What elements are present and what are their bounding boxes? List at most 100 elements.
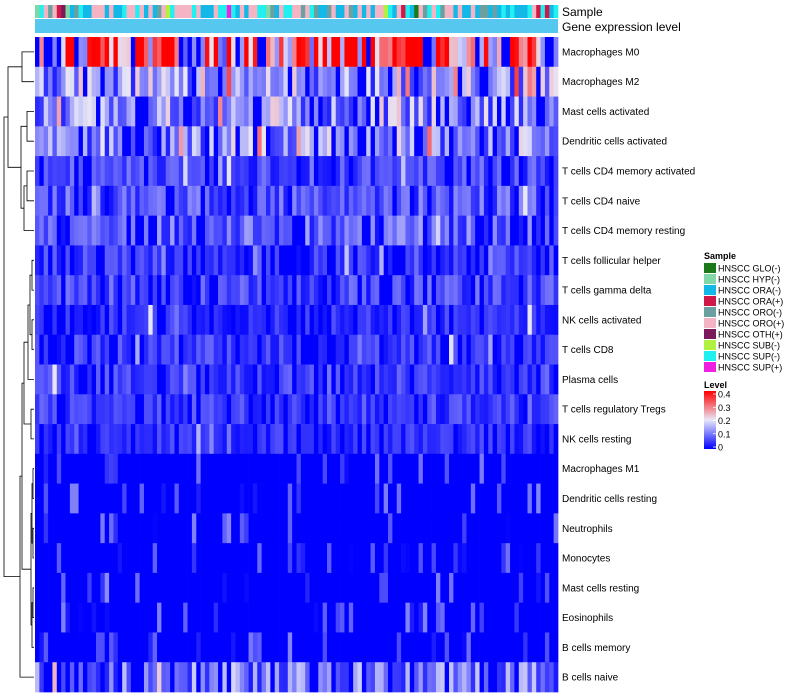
heatmap-cell xyxy=(501,513,507,544)
sample-annotation-cell xyxy=(505,5,511,18)
heatmap-cell xyxy=(96,334,101,365)
heatmap-cell xyxy=(74,662,79,693)
heatmap-cell xyxy=(265,185,271,216)
heatmap-cell xyxy=(322,66,328,97)
heatmap-cell xyxy=(174,275,180,306)
heatmap-cell xyxy=(470,572,476,604)
heatmap-cell xyxy=(100,37,106,68)
heatmap-cell xyxy=(91,37,97,68)
heatmap-cell xyxy=(348,185,354,216)
heatmap-cell xyxy=(466,245,472,276)
heatmap-cell xyxy=(536,632,541,663)
heatmap-cell xyxy=(87,185,93,216)
heatmap-cell xyxy=(87,453,93,484)
heatmap-cell xyxy=(113,632,119,663)
heatmap-cell xyxy=(453,424,459,455)
heatmap-cell xyxy=(139,632,145,663)
heatmap-cell xyxy=(252,602,258,633)
row-label: NK cells activated xyxy=(562,315,641,326)
heatmap-cell xyxy=(331,453,337,484)
heatmap-cell xyxy=(392,66,398,97)
heatmap-cell xyxy=(414,424,419,455)
heatmap-cell xyxy=(143,37,149,68)
heatmap-cell xyxy=(222,483,228,514)
heatmap-cell xyxy=(122,37,127,68)
heatmap-cell xyxy=(335,275,341,306)
heatmap-cell xyxy=(69,334,75,365)
heatmap-cell xyxy=(427,126,432,157)
heatmap-cell xyxy=(270,185,276,216)
heatmap-cell xyxy=(48,334,53,365)
heatmap-cell xyxy=(457,185,463,216)
heatmap-cell xyxy=(544,245,550,276)
heatmap-cell xyxy=(196,334,201,365)
heatmap-cell xyxy=(344,126,350,157)
heatmap-cell xyxy=(431,37,437,68)
heatmap-cell xyxy=(87,513,93,544)
heatmap-cell xyxy=(496,602,502,633)
heatmap-cell xyxy=(313,483,319,514)
heatmap-cell xyxy=(257,126,262,157)
heatmap-cell xyxy=(453,572,459,604)
heatmap-cell xyxy=(139,662,145,693)
heatmap-cell xyxy=(536,334,541,365)
heatmap-cell xyxy=(213,304,219,336)
heatmap-cell xyxy=(292,245,297,276)
heatmap-cell xyxy=(187,364,193,395)
heatmap-cell xyxy=(383,632,389,663)
heatmap-cell xyxy=(379,364,385,395)
heatmap-cell xyxy=(61,66,66,97)
heatmap-cell xyxy=(265,662,271,693)
heatmap-cell xyxy=(305,572,310,604)
row-label: Macrophages M1 xyxy=(562,464,640,475)
heatmap-cell xyxy=(174,453,180,484)
heatmap-cell xyxy=(113,424,119,455)
heatmap-cell xyxy=(183,483,188,514)
heatmap-cell xyxy=(43,394,49,425)
heatmap-cell xyxy=(270,245,276,276)
heatmap-cell xyxy=(191,245,197,276)
heatmap-cell xyxy=(209,513,215,544)
heatmap-cell xyxy=(440,364,446,395)
heatmap-cell xyxy=(405,156,411,187)
heatmap-cell xyxy=(296,126,302,157)
heatmap-cell xyxy=(514,126,520,157)
heatmap-cell xyxy=(496,543,502,574)
heatmap-cell xyxy=(143,96,149,127)
heatmap-cell xyxy=(69,156,75,187)
heatmap-cell xyxy=(35,126,40,157)
sample-annotation-cell xyxy=(152,5,158,18)
sample-annotation-cell xyxy=(165,5,171,18)
heatmap-cell xyxy=(300,632,306,663)
heatmap-cell xyxy=(331,37,337,68)
heatmap-cell xyxy=(340,156,345,187)
heatmap-cell xyxy=(231,185,236,216)
heatmap-cell xyxy=(431,304,437,336)
heatmap-cell xyxy=(435,215,441,246)
heatmap-cell xyxy=(222,185,228,216)
heatmap-cell xyxy=(427,304,432,336)
heatmap-cell xyxy=(48,66,53,97)
heatmap-cell xyxy=(318,304,323,336)
heatmap-cell xyxy=(222,275,228,306)
heatmap-cell xyxy=(239,424,245,455)
sample-annotation-cell xyxy=(353,5,358,18)
heatmap-cell xyxy=(353,513,358,544)
heatmap-cell xyxy=(161,483,167,514)
heatmap-cell xyxy=(283,245,289,276)
heatmap-cell xyxy=(139,37,145,68)
heatmap-cell xyxy=(100,602,106,633)
heatmap-cell xyxy=(244,662,249,693)
heatmap-cell xyxy=(370,543,376,574)
heatmap-cell xyxy=(492,215,498,246)
heatmap-cell xyxy=(401,513,406,544)
heatmap-cell xyxy=(470,483,476,514)
heatmap-cell xyxy=(322,245,328,276)
heatmap-cell xyxy=(74,602,79,633)
heatmap-cell xyxy=(466,662,472,693)
heatmap-cell xyxy=(43,275,49,306)
heatmap-cell xyxy=(87,334,93,365)
heatmap-cell xyxy=(536,364,541,395)
heatmap-cell xyxy=(122,304,127,336)
heatmap-cell xyxy=(383,245,389,276)
